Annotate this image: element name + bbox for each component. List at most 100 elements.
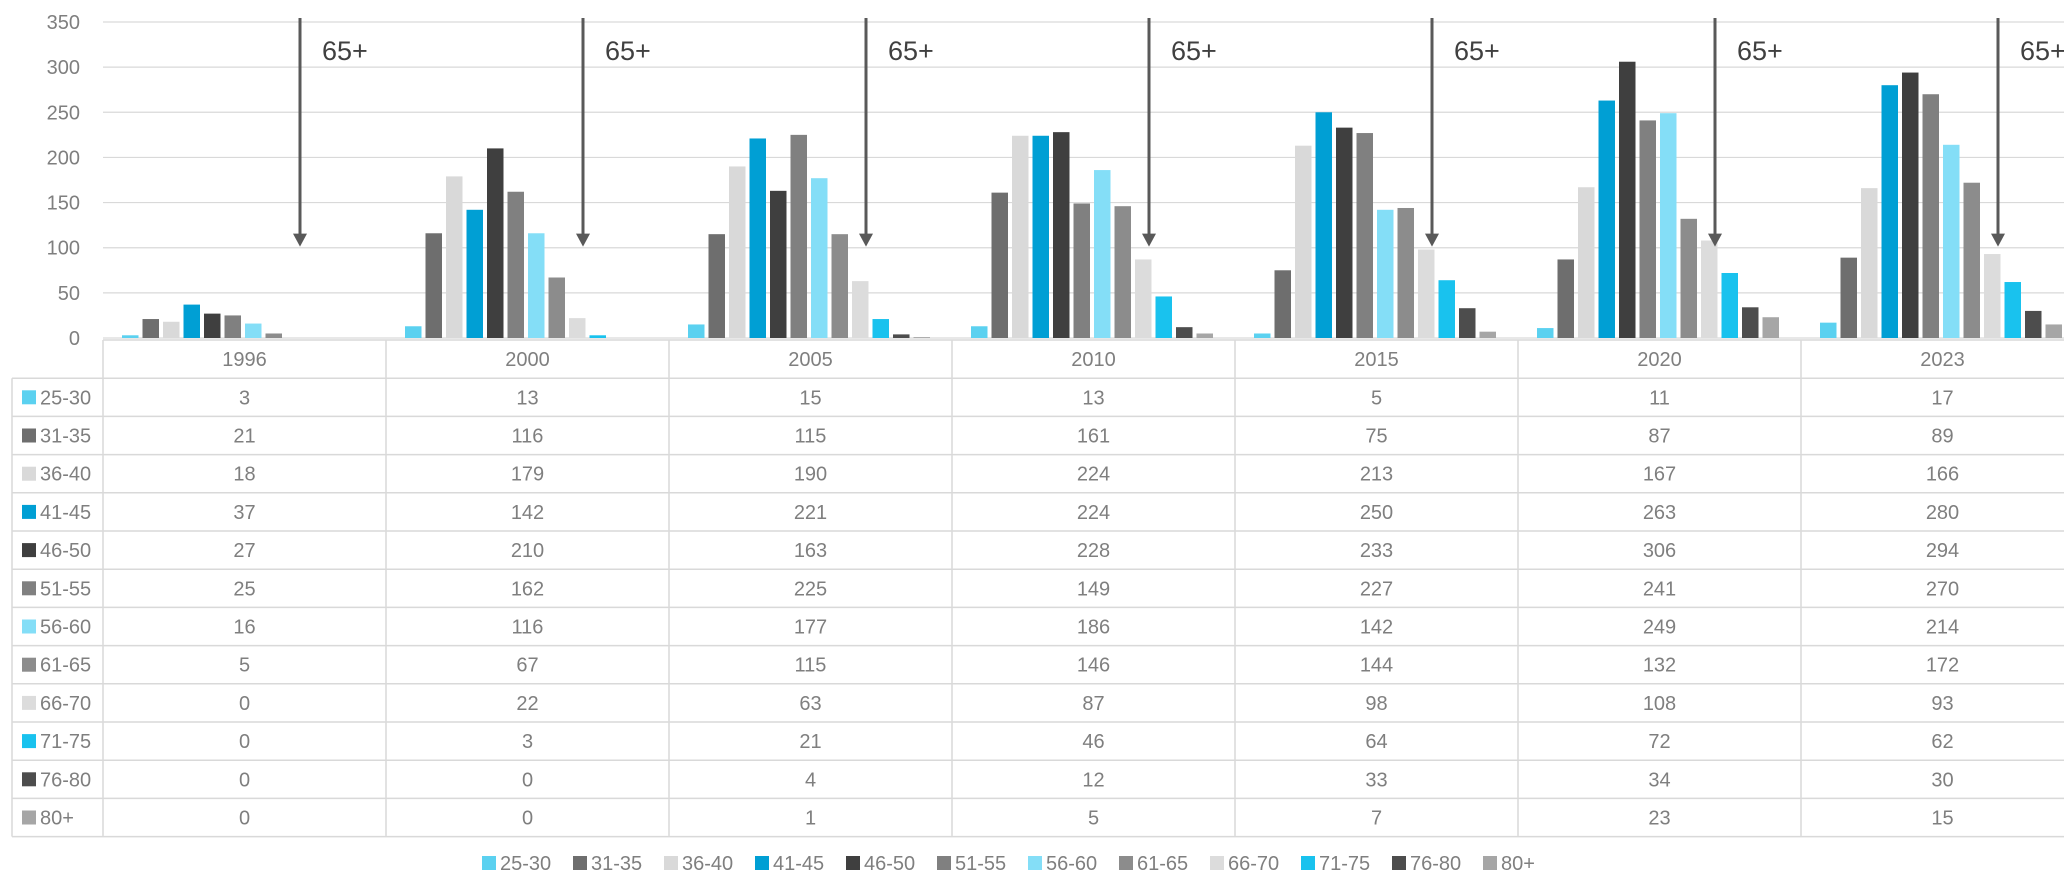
bar	[1073, 203, 1090, 338]
data-label: 33	[1365, 769, 1387, 791]
bar	[122, 335, 139, 338]
data-label: 16	[233, 617, 255, 639]
bar	[852, 281, 869, 338]
data-label: 228	[1077, 540, 1110, 562]
bar	[1274, 270, 1291, 338]
table-legend-swatch	[22, 581, 36, 596]
data-label: 23	[1648, 808, 1670, 830]
table-series-label: 61-65	[40, 655, 91, 677]
data-label: 179	[511, 464, 544, 486]
data-label: 75	[1365, 426, 1387, 448]
y-tick-label: 150	[47, 193, 80, 215]
bar	[183, 304, 200, 338]
table-legend-swatch	[22, 543, 36, 558]
annotation-arrow-head	[859, 233, 873, 247]
bar	[1721, 272, 1738, 338]
data-label: 249	[1643, 617, 1676, 639]
bar	[265, 333, 282, 338]
y-tick-label: 300	[47, 57, 80, 79]
bar	[688, 324, 705, 338]
bar	[1356, 133, 1373, 338]
data-label: 132	[1643, 655, 1676, 677]
data-label: 213	[1360, 464, 1393, 486]
bar	[790, 134, 807, 338]
bar	[1820, 322, 1837, 338]
data-label: 27	[233, 540, 255, 562]
data-label: 15	[1931, 808, 1953, 830]
table-series-label: 66-70	[40, 693, 91, 715]
annotation-label: 65+	[322, 36, 368, 66]
table-legend-swatch	[22, 428, 36, 443]
data-label: 172	[1926, 655, 1959, 677]
bar	[1459, 308, 1476, 338]
data-label: 162	[511, 578, 544, 600]
table-series-label: 46-50	[40, 540, 91, 562]
bar	[487, 148, 504, 338]
bar	[2004, 282, 2021, 338]
legend-swatch	[755, 856, 769, 870]
bar	[893, 334, 910, 338]
legend-swatch	[482, 856, 496, 870]
bar	[1701, 240, 1718, 338]
data-label: 224	[1077, 502, 1110, 524]
legend-swatch	[664, 856, 678, 870]
bar	[1840, 257, 1857, 338]
legend-swatch	[1210, 856, 1224, 870]
legend-label: 76-80	[1410, 853, 1461, 875]
data-label: 64	[1365, 731, 1387, 753]
annotation-arrow-head	[1991, 233, 2005, 247]
data-label: 17	[1931, 387, 1953, 409]
bar	[1963, 182, 1980, 338]
data-label: 108	[1643, 693, 1676, 715]
data-label: 116	[512, 426, 544, 448]
y-tick-label: 100	[47, 238, 80, 260]
table-legend-swatch	[22, 657, 36, 672]
bar	[446, 176, 463, 338]
annotation-label: 65+	[1171, 36, 1217, 66]
bar	[1680, 218, 1697, 338]
bar	[913, 337, 930, 338]
data-label: 263	[1643, 502, 1676, 524]
bar	[163, 321, 180, 338]
data-label: 30	[1931, 769, 1953, 791]
table-series-label: 56-60	[40, 617, 91, 639]
bar	[507, 191, 524, 338]
annotation-arrow-head	[293, 233, 307, 247]
table-series-label: 31-35	[40, 426, 91, 448]
y-tick-label: 250	[47, 102, 80, 124]
data-label: 21	[233, 426, 255, 448]
legend-label: 51-55	[955, 853, 1006, 875]
table-legend-swatch	[22, 619, 36, 634]
table-legend-swatch	[22, 772, 36, 787]
bar	[569, 318, 586, 338]
data-label: 7	[1371, 808, 1382, 830]
table-series-label: 25-30	[40, 387, 91, 409]
data-label: 87	[1082, 693, 1104, 715]
bar	[1438, 280, 1455, 338]
data-label: 62	[1931, 731, 1953, 753]
legend-swatch	[1392, 856, 1406, 870]
bar	[1135, 259, 1152, 338]
legend-swatch	[1028, 856, 1042, 870]
bar	[1742, 307, 1759, 338]
data-label: 22	[516, 693, 538, 715]
annotation-label: 65+	[1737, 36, 1783, 66]
table-legend-swatch	[22, 734, 36, 749]
bar	[1922, 94, 1939, 338]
data-label: 13	[516, 387, 538, 409]
data-label: 186	[1077, 617, 1110, 639]
bar	[245, 323, 262, 338]
table-legend-swatch	[22, 390, 36, 405]
data-label: 98	[1365, 693, 1387, 715]
annotation-arrow-head	[576, 233, 590, 247]
legend-swatch	[1483, 856, 1497, 870]
bar	[1479, 331, 1496, 338]
data-label: 146	[1077, 655, 1110, 677]
y-tick-label: 50	[58, 283, 80, 305]
data-label: 18	[233, 464, 255, 486]
bar	[2025, 310, 2042, 338]
bar	[142, 319, 159, 338]
data-label: 294	[1926, 540, 1959, 562]
data-label: 177	[794, 617, 827, 639]
data-label: 115	[795, 426, 827, 448]
